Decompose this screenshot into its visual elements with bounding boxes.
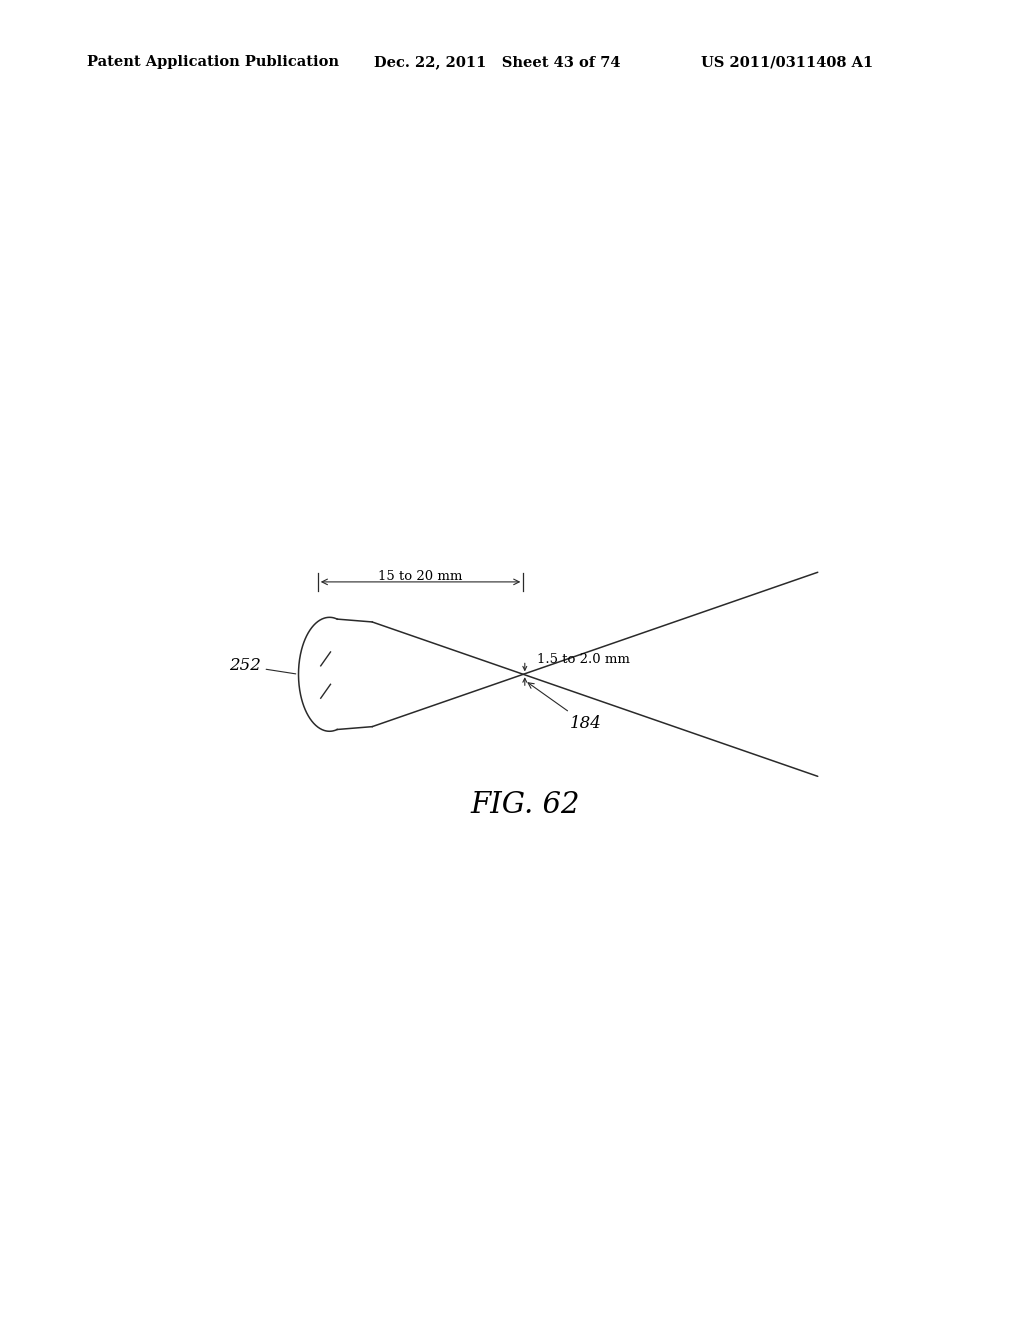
Text: Dec. 22, 2011   Sheet 43 of 74: Dec. 22, 2011 Sheet 43 of 74	[374, 55, 621, 70]
Text: 252: 252	[228, 657, 296, 675]
Text: 15 to 20 mm: 15 to 20 mm	[379, 570, 463, 582]
Text: US 2011/0311408 A1: US 2011/0311408 A1	[701, 55, 873, 70]
Text: FIG. 62: FIG. 62	[470, 791, 580, 820]
Text: Patent Application Publication: Patent Application Publication	[87, 55, 339, 70]
Text: 1.5 to 2.0 mm: 1.5 to 2.0 mm	[538, 653, 630, 665]
Text: 184: 184	[528, 682, 602, 733]
